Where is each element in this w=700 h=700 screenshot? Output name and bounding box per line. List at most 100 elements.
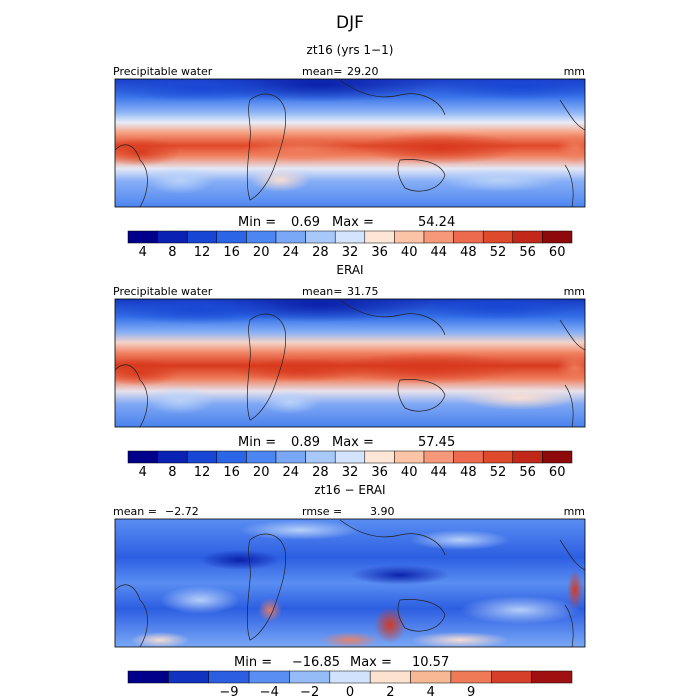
colorbar-tick-label: 56 xyxy=(519,465,536,480)
colorbar-swatch xyxy=(450,670,492,684)
colorbar-tick-label: 52 xyxy=(490,245,507,260)
colorbar-swatch xyxy=(512,450,543,464)
colorbar-tick-label: 2 xyxy=(386,685,394,700)
colorbar-tick-label: 24 xyxy=(283,465,300,480)
coastlines xyxy=(115,79,585,207)
min-value: −16.85 xyxy=(292,655,340,670)
panel-difference: zt16 − ERAI mean = −2.72 rmse = 3.90 mm xyxy=(113,483,586,700)
panel-title: ERAI xyxy=(336,263,363,277)
map-frame xyxy=(114,78,586,208)
coastlines xyxy=(115,299,585,427)
colorbar-tick-label: 12 xyxy=(194,465,211,480)
colorbar-tick-label: 28 xyxy=(312,465,329,480)
colorbar-tick-label: 20 xyxy=(253,245,270,260)
colorbar-swatch xyxy=(127,450,158,464)
colorbar-swatch xyxy=(246,230,277,244)
colorbar-tick-label: 48 xyxy=(460,245,477,260)
colorbar-swatch xyxy=(369,670,411,684)
colorbar-swatch xyxy=(157,230,188,244)
colorbar-tick-label: 32 xyxy=(342,245,359,260)
colorbar-tick-label: 44 xyxy=(431,465,448,480)
colorbar-tick-label: 36 xyxy=(371,245,388,260)
panel-model: zt16 (yrs 1−1) Precipitable water mean= … xyxy=(113,43,586,260)
colorbar-swatch xyxy=(453,230,484,244)
colorbar-swatch xyxy=(275,230,306,244)
colorbar-tick-label: −9 xyxy=(219,685,238,700)
min-label: Min = xyxy=(234,655,272,670)
colorbar-swatch xyxy=(512,230,543,244)
colorbar-swatch xyxy=(186,230,218,244)
colorbar-tick-label: 12 xyxy=(194,245,211,260)
colorbar-tick-label: 16 xyxy=(223,245,240,260)
max-value: 57.45 xyxy=(418,435,455,450)
colorbar-tick-label: 20 xyxy=(253,465,270,480)
colorbar-tick-label: 16 xyxy=(223,465,240,480)
colorbar-swatch xyxy=(168,670,209,684)
colorbar: 4 8 12 16 20 24 28 32 36 40 44 48 52 56 60 xyxy=(127,450,573,480)
colorbar-swatch xyxy=(410,670,452,684)
colorbar-tick-label: 56 xyxy=(519,245,536,260)
colorbar-tick-label: 32 xyxy=(342,465,359,480)
panel-title: zt16 (yrs 1−1) xyxy=(307,43,394,57)
units-label: mm xyxy=(564,505,585,518)
colorbar-swatch xyxy=(305,450,336,464)
colorbar-tick-label: 4 xyxy=(139,245,147,260)
colorbar-swatch xyxy=(423,230,454,244)
colorbar-tick-label: 8 xyxy=(168,245,176,260)
colorbar-tick-label: 9 xyxy=(467,685,475,700)
colorbar-tick-label: 40 xyxy=(401,245,418,260)
colorbar-tick-label: 4 xyxy=(139,465,147,480)
colorbar-swatch xyxy=(275,450,306,464)
figure-title: DJF xyxy=(336,13,364,33)
min-value: 0.89 xyxy=(291,435,320,450)
colorbar-swatch xyxy=(127,670,169,684)
colorbar-tick-label: 60 xyxy=(549,465,566,480)
colorbar-swatch xyxy=(216,230,247,244)
colorbar-swatch xyxy=(246,450,277,464)
mean-label: mean= xyxy=(302,65,342,78)
colorbar-tick-label: 28 xyxy=(312,245,329,260)
mean-value: 31.75 xyxy=(347,285,379,298)
colorbar-swatch xyxy=(127,230,158,244)
colorbar: −9 −4 −2 0 2 4 9 xyxy=(127,670,573,700)
map-frame xyxy=(114,518,586,648)
colorbar-swatch xyxy=(453,450,484,464)
mean-label: mean = xyxy=(113,505,157,518)
colorbar-tick-label: 52 xyxy=(490,465,507,480)
colorbar-swatch xyxy=(157,450,188,464)
colorbar-swatch xyxy=(482,450,514,464)
colorbar-tick-label: 0 xyxy=(346,685,354,700)
variable-label: Precipitable water xyxy=(113,285,213,298)
units-label: mm xyxy=(564,65,585,78)
colorbar-tick-label: −2 xyxy=(300,685,319,700)
colorbar-swatch xyxy=(394,230,425,244)
units-label: mm xyxy=(564,285,585,298)
max-label: Max = xyxy=(350,655,392,670)
max-label: Max = xyxy=(332,435,374,450)
min-value: 0.69 xyxy=(291,215,320,230)
map-field xyxy=(115,79,585,207)
colorbar-tick-label: 36 xyxy=(371,465,388,480)
colorbar-swatch xyxy=(289,670,331,684)
colorbar-tick-label: 48 xyxy=(460,465,477,480)
colorbar-tick-label: 4 xyxy=(427,685,435,700)
colorbar-swatch xyxy=(531,670,573,684)
mean-label: mean= xyxy=(302,285,342,298)
colorbar-swatch xyxy=(334,230,366,244)
colorbar-swatch xyxy=(248,670,290,684)
colorbar-swatch xyxy=(329,670,371,684)
map-field xyxy=(115,299,585,427)
colorbar-tick-label: 24 xyxy=(283,245,300,260)
rmse-label: rmse = xyxy=(302,505,342,518)
min-label: Min = xyxy=(238,435,276,450)
colorbar-swatch xyxy=(423,450,454,464)
colorbar-tick-label: 60 xyxy=(549,245,566,260)
max-value: 54.24 xyxy=(418,215,455,230)
rmse-value: 3.90 xyxy=(370,505,395,518)
colorbar-tick-label: 40 xyxy=(401,465,418,480)
colorbar-swatch xyxy=(305,230,336,244)
panel-reanalysis: ERAI Precipitable water mean= 31.75 mm xyxy=(113,263,586,480)
map-frame xyxy=(114,298,586,428)
coastlines xyxy=(115,519,585,647)
